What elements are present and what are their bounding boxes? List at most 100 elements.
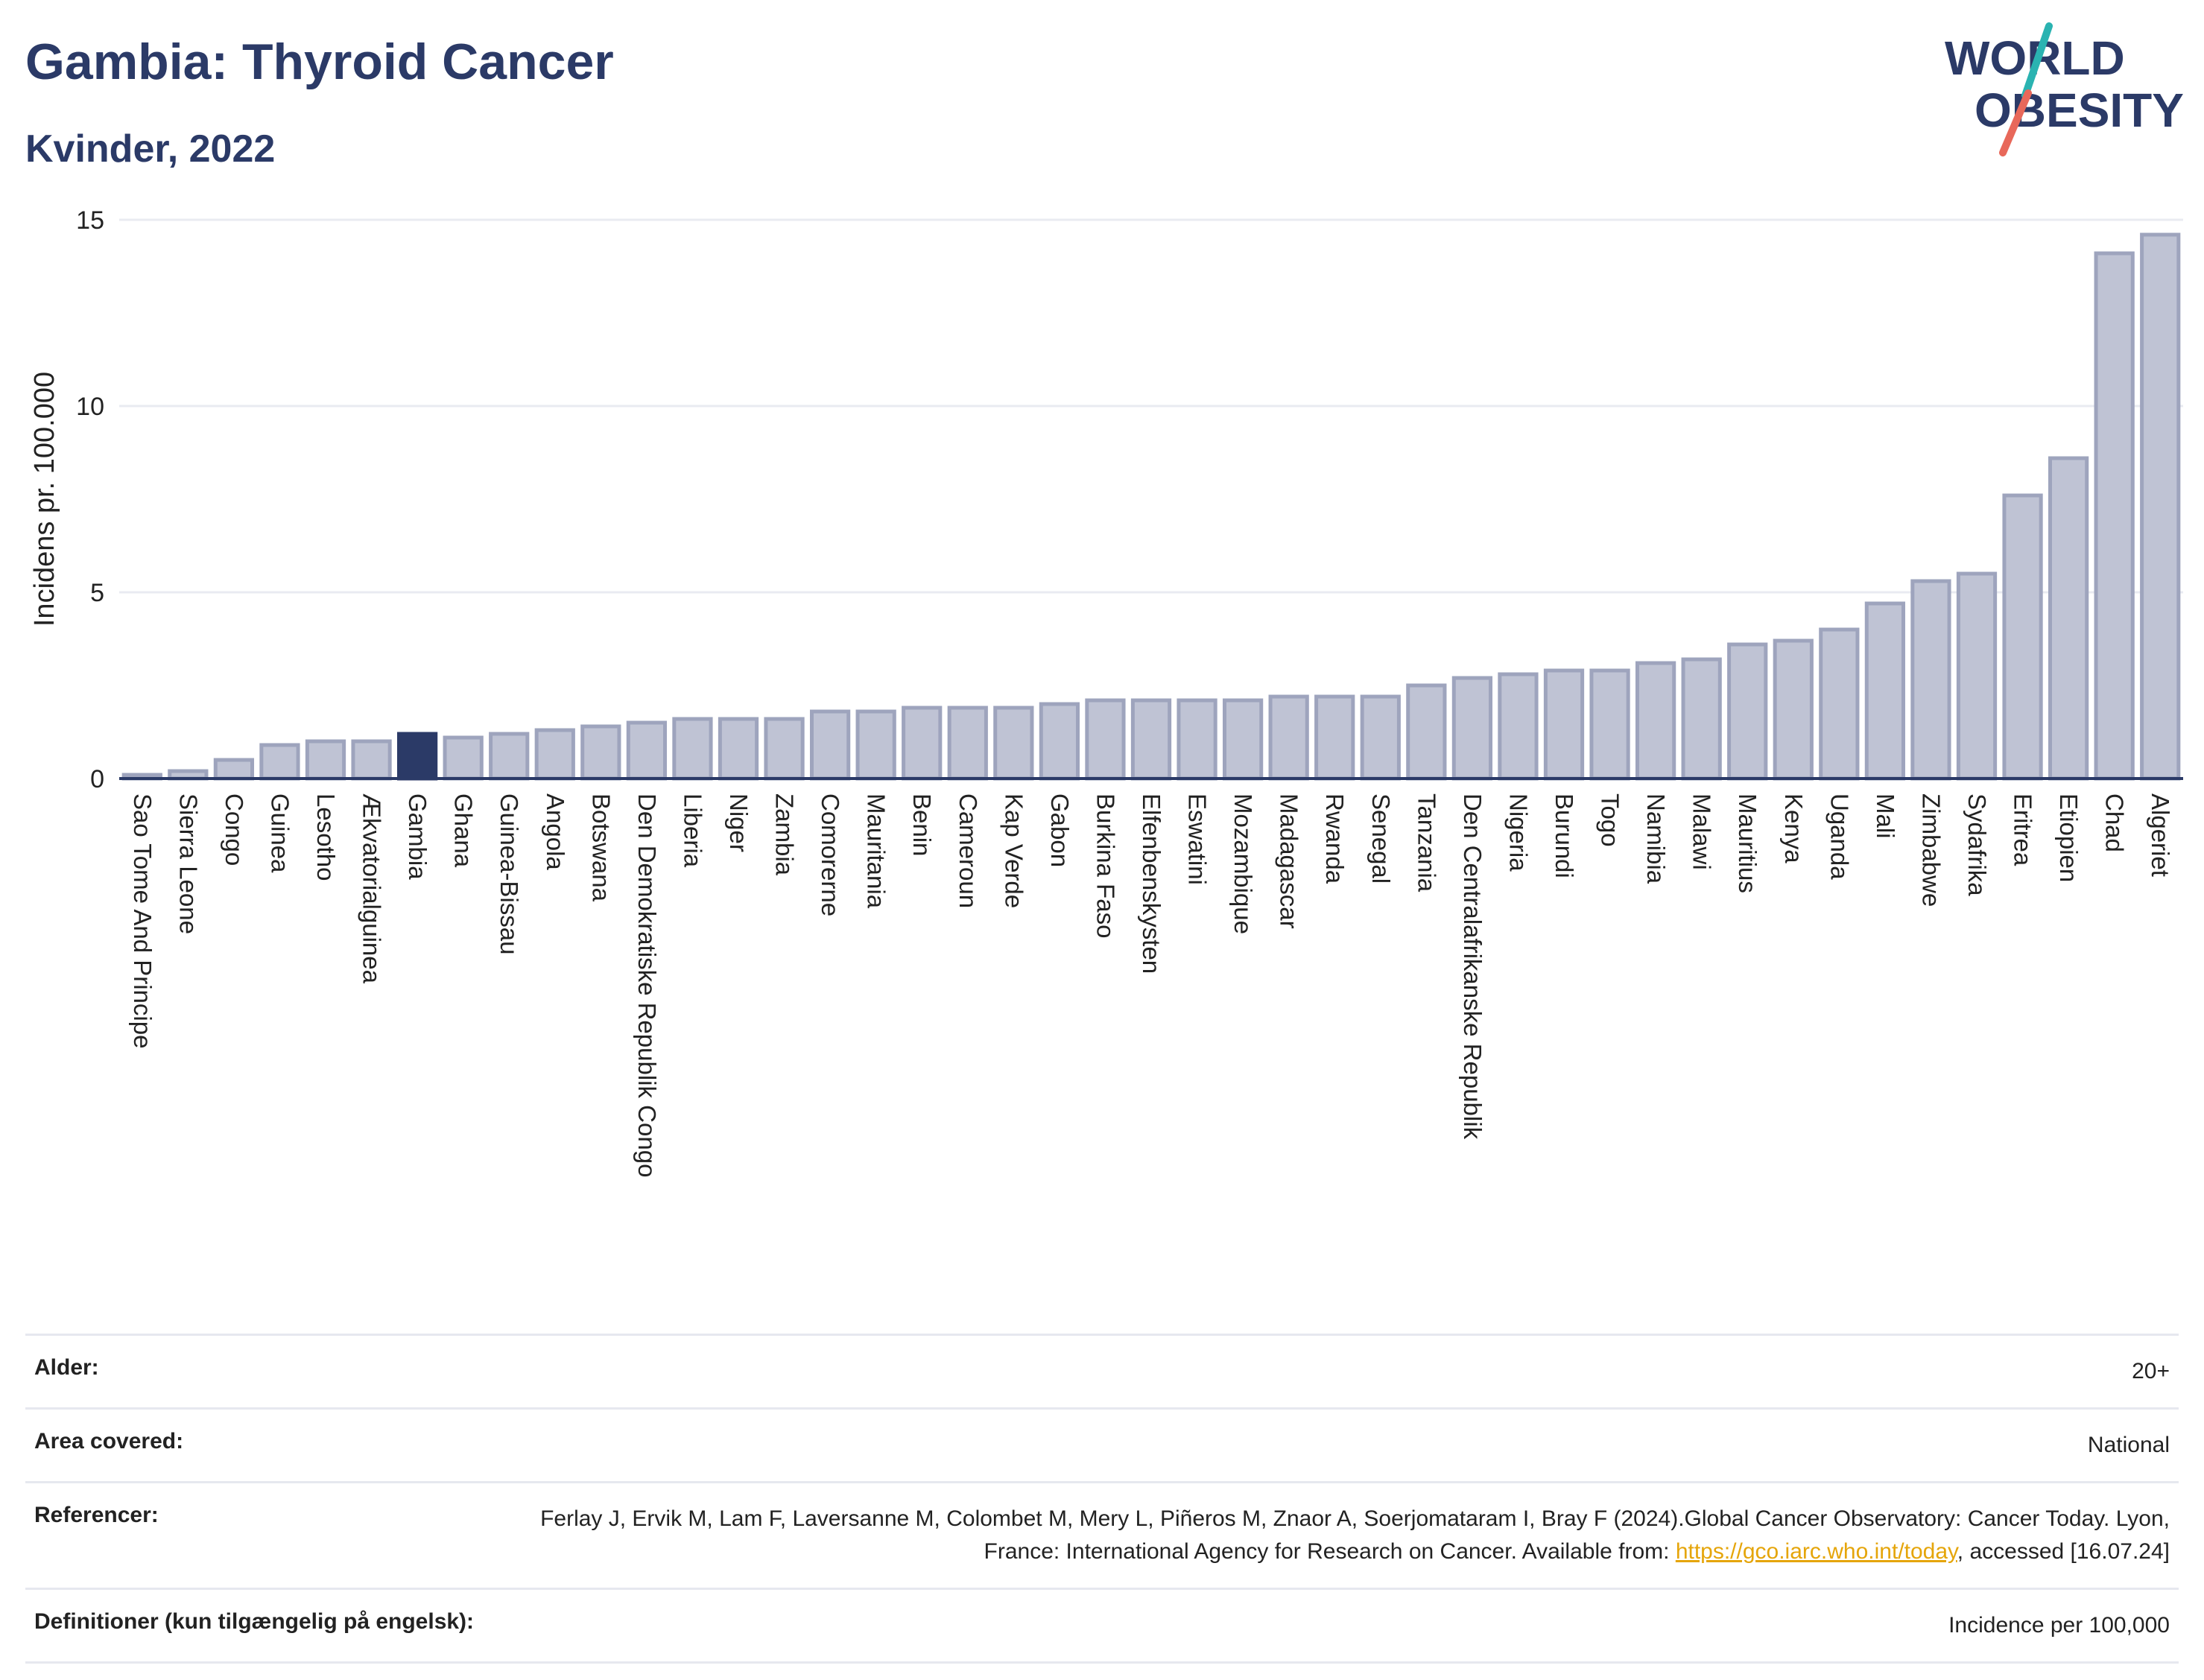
bar	[2094, 251, 2135, 781]
x-tick-label: Comorerne	[817, 793, 844, 916]
bar	[259, 743, 300, 781]
meta-row-age: Alder: 20+	[25, 1334, 2179, 1407]
x-tick-label: Ækvatorialguinea	[358, 793, 386, 984]
x-tick-label: Den Demokratiske Republik Congo	[633, 793, 661, 1177]
x-tick-label: Chad	[2101, 793, 2129, 852]
bar	[672, 717, 713, 781]
x-tick-label: Sierra Leone	[174, 793, 202, 934]
meta-label: Area covered:	[34, 1429, 184, 1454]
y-axis-label: Incidens pr. 100.000	[29, 372, 60, 627]
bar	[1819, 627, 1860, 781]
x-tick-label: Malawi	[1688, 793, 1716, 870]
bar	[534, 728, 575, 781]
bar	[213, 758, 255, 781]
meta-row-references: Referencer: Ferlay J, Ervik M, Lam F, La…	[25, 1481, 2179, 1588]
metadata-table: Alder: 20+ Area covered: National Refere…	[25, 1334, 2179, 1664]
x-tick-label: Lesotho	[312, 793, 340, 881]
x-tick-label: Gabon	[1046, 793, 1074, 867]
x-tick-label: Namibia	[1642, 793, 1670, 884]
bar	[489, 732, 530, 781]
x-tick-label: Guinea	[266, 793, 294, 873]
world-obesity-logo: WORLD OBESITY	[1945, 22, 2184, 156]
x-tick-label: Mauritius	[1734, 793, 1761, 893]
logo-slash-teal	[2021, 22, 2053, 99]
logo-slash-red	[1999, 89, 2032, 156]
bar	[902, 706, 943, 781]
bar	[1864, 601, 1906, 781]
x-tick-label: Eswatini	[1184, 793, 1212, 885]
chart-subtitle: Kvinder, 2022	[25, 127, 276, 171]
meta-value: 20+	[2132, 1359, 2170, 1383]
x-tick-label: Mauritania	[863, 793, 890, 909]
x-tick-label: Burundi	[1551, 793, 1578, 878]
bar	[993, 706, 1034, 781]
bar	[1727, 642, 1768, 781]
meta-label: Definitioner (kun tilgængelig på engelsk…	[34, 1609, 475, 1634]
bar	[2048, 456, 2089, 781]
meta-row-area: Area covered: National	[25, 1407, 2179, 1481]
bar	[1130, 698, 1172, 781]
x-tick-label: Zimbabwe	[1917, 793, 1945, 907]
x-tick-label: Sydafrika	[1963, 793, 1991, 896]
bar	[947, 706, 988, 781]
x-tick-label: Etiopien	[2055, 793, 2083, 882]
bar	[1543, 668, 1585, 781]
meta-value: National	[2087, 1433, 2170, 1457]
x-tick-label: Congo	[221, 793, 248, 866]
bar	[1085, 698, 1126, 781]
bar	[626, 720, 668, 781]
bar	[1589, 668, 1630, 781]
bar	[1039, 702, 1080, 781]
x-tick-label: Nigeria	[1504, 793, 1532, 872]
bar	[1910, 579, 1951, 781]
bar	[1451, 676, 1493, 781]
x-tick-label: Liberia	[679, 793, 706, 868]
x-tick-label: Benin	[908, 793, 936, 856]
x-tick-label: Tanzania	[1413, 793, 1440, 893]
meta-label: Alder:	[34, 1355, 99, 1380]
bar	[1635, 661, 1676, 781]
x-tick-label: Togo	[1597, 793, 1624, 847]
reference-text: Ferlay J, Ervik M, Lam F, Laversanne M, …	[540, 1506, 2170, 1564]
bar	[1360, 694, 1401, 781]
x-tick-label: Ghana	[450, 793, 478, 868]
bar	[305, 739, 346, 781]
meta-row-definitions: Definitioner (kun tilgængelig på engelsk…	[25, 1588, 2179, 1664]
bar	[580, 724, 621, 781]
reference-link[interactable]: https://gco.iarc.who.int/today	[1675, 1539, 1957, 1564]
x-tick-label: Gambia	[404, 793, 431, 880]
bar	[1314, 694, 1355, 781]
x-tick-label: Zambia	[771, 793, 799, 876]
y-tick-label: 10	[76, 393, 104, 421]
bar	[396, 732, 438, 781]
meta-value: Ferlay J, Ervik M, Lam F, Laversanne M, …	[531, 1503, 2170, 1568]
bar	[1177, 698, 1217, 781]
y-tick-label: 5	[90, 579, 104, 607]
x-tick-label: Sao Tome And Principe	[129, 793, 156, 1048]
chart-title: Gambia: Thyroid Cancer	[25, 34, 614, 90]
bar	[1956, 571, 1998, 781]
bar	[2140, 232, 2181, 781]
bar	[1681, 657, 1722, 781]
bar	[1498, 672, 1539, 781]
y-tick-label: 0	[90, 765, 104, 793]
bar	[718, 717, 759, 781]
y-tick-label: 15	[76, 206, 104, 235]
x-tick-label: Niger	[725, 793, 753, 852]
x-tick-label: Cameroun	[954, 793, 982, 908]
meta-value: Incidence per 100,000	[1948, 1613, 2170, 1638]
x-tick-label: Kenya	[1780, 793, 1808, 863]
bar	[764, 717, 805, 781]
bar	[1406, 683, 1447, 781]
x-tick-label: Guinea-Bissau	[495, 793, 523, 954]
bar	[351, 739, 392, 781]
meta-label: Referencer:	[34, 1503, 159, 1527]
x-tick-label: Uganda	[1825, 793, 1853, 880]
x-tick-label: Algeriet	[2147, 793, 2174, 877]
x-tick-label: Kap Verde	[1000, 793, 1027, 908]
x-tick-label: Den Centralafrikanske Republik	[1459, 793, 1486, 1140]
x-tick-label: Eritrea	[2010, 793, 2037, 866]
bar-chart: 0 5 10 15 Incidens pr. 100.000 Sao Tome And P…	[29, 206, 2183, 1177]
x-tick-label: Senegal	[1367, 793, 1395, 884]
x-tick-label: Angola	[542, 793, 569, 870]
